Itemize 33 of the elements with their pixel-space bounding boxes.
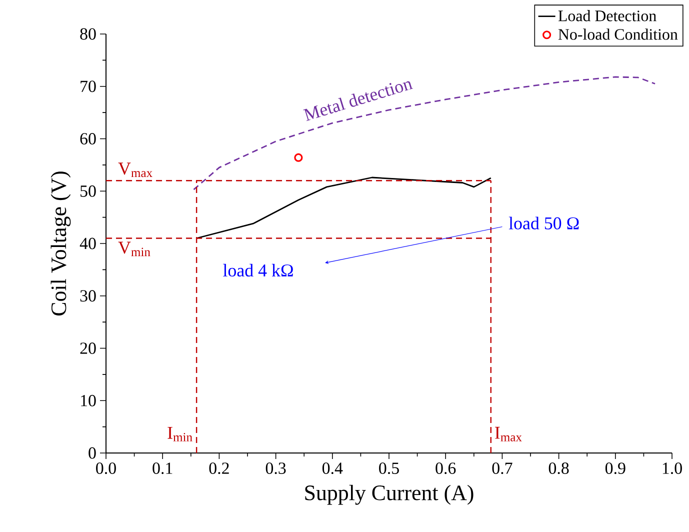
x-tick-label: 0.1 xyxy=(152,462,172,474)
ref-line-label: V$_{min}$ xyxy=(118,242,150,256)
line-series xyxy=(193,76,656,190)
annotation: load 4 kΩ xyxy=(223,264,293,277)
x-tick-label: 0.7 xyxy=(492,462,512,474)
y-tick-label: 0 xyxy=(88,447,96,459)
x-axis-title: Supply Current (A) xyxy=(305,484,474,505)
y-tick-label: 30 xyxy=(80,290,96,302)
ref-line-label: V$_{max}$ xyxy=(118,162,152,178)
line-series xyxy=(196,176,492,239)
legend-label: No-load Condition xyxy=(558,28,678,40)
y-tick-label: 50 xyxy=(80,185,96,197)
y-tick-label: 10 xyxy=(81,394,96,406)
y-tick-label: 60 xyxy=(80,133,96,144)
annotation: load 50 Ω xyxy=(508,216,579,230)
ref-line-label: I$_{max}$ xyxy=(495,426,522,442)
annotation: Metal detection xyxy=(303,81,413,122)
y-axis-title: Coil Voltage (V) xyxy=(50,172,71,316)
y-tick-label: 80 xyxy=(80,28,96,40)
x-tick-label: 0.4 xyxy=(322,462,343,474)
x-tick-label: 0.9 xyxy=(605,462,626,474)
x-tick-label: 0.6 xyxy=(436,462,456,474)
legend-label: Load Detection xyxy=(558,10,656,22)
x-tick-label: 0.8 xyxy=(548,462,569,474)
y-tick-label: 40 xyxy=(80,238,96,250)
y-tick-label: 20 xyxy=(80,342,96,354)
x-tick-label: 0.5 xyxy=(379,462,399,474)
x-tick-label: 0.3 xyxy=(266,462,286,474)
x-tick-label: 0.0 xyxy=(96,462,116,474)
x-tick-label: 0.2 xyxy=(209,462,229,474)
ref-line-label: I$_{min}$ xyxy=(168,426,192,442)
y-tick-label: 70 xyxy=(80,80,96,92)
x-tick-label: 1.0 xyxy=(662,462,682,474)
